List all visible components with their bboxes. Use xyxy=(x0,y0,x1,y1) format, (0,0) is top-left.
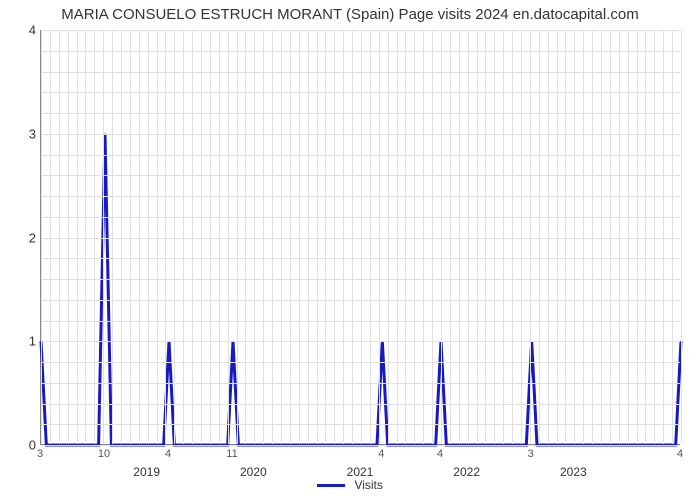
gridline-vertical-minor xyxy=(405,30,406,444)
gridline-vertical-minor xyxy=(388,30,389,444)
x-tick-label: 2023 xyxy=(560,465,587,479)
gridline-vertical-minor xyxy=(530,30,531,444)
gridline-vertical-minor xyxy=(157,30,158,444)
gridline-vertical-minor xyxy=(414,30,415,444)
gridline-vertical-minor xyxy=(130,30,131,444)
gridline-vertical-minor xyxy=(423,30,424,444)
gridline-vertical-minor xyxy=(379,30,380,444)
y-tick-label: 1 xyxy=(6,334,36,349)
gridline-vertical xyxy=(361,30,362,444)
gridline-vertical-minor xyxy=(601,30,602,444)
gridline-vertical-minor xyxy=(112,30,113,444)
gridline-vertical-minor xyxy=(663,30,664,444)
gridline-vertical-minor xyxy=(245,30,246,444)
value-label: 3 xyxy=(37,448,43,460)
gridline-vertical-minor xyxy=(237,30,238,444)
gridline-vertical-minor xyxy=(325,30,326,444)
gridline-vertical xyxy=(574,30,575,444)
y-tick-label: 0 xyxy=(6,438,36,453)
value-label: 11 xyxy=(226,448,237,460)
gridline-vertical-minor xyxy=(343,30,344,444)
gridline-vertical-minor xyxy=(192,30,193,444)
gridline-vertical-minor xyxy=(334,30,335,444)
gridline-vertical-minor xyxy=(637,30,638,444)
x-tick-label: 2019 xyxy=(133,465,160,479)
value-label: 4 xyxy=(437,448,443,460)
gridline-vertical-minor xyxy=(121,30,122,444)
gridline-vertical-minor xyxy=(539,30,540,444)
gridline-vertical-minor xyxy=(432,30,433,444)
gridline-vertical-minor xyxy=(263,30,264,444)
gridline-vertical-minor xyxy=(352,30,353,444)
gridline-horizontal xyxy=(41,445,680,446)
gridline-vertical-minor xyxy=(165,30,166,444)
gridline-vertical-minor xyxy=(672,30,673,444)
gridline-vertical-minor xyxy=(317,30,318,444)
value-label: 3 xyxy=(528,448,534,460)
value-label: 4 xyxy=(165,448,171,460)
gridline-vertical-minor xyxy=(219,30,220,444)
x-tick-label: 2022 xyxy=(453,465,480,479)
gridline-vertical-minor xyxy=(174,30,175,444)
gridline-vertical-minor xyxy=(272,30,273,444)
gridline-vertical-minor xyxy=(494,30,495,444)
legend: Visits xyxy=(0,478,700,492)
gridline-vertical-minor xyxy=(521,30,522,444)
gridline-vertical-minor xyxy=(290,30,291,444)
gridline-vertical-minor xyxy=(139,30,140,444)
chart-title: MARIA CONSUELO ESTRUCH MORANT (Spain) Pa… xyxy=(0,6,700,23)
gridline-vertical xyxy=(468,30,469,444)
gridline-vertical-minor xyxy=(557,30,558,444)
gridline-vertical-minor xyxy=(503,30,504,444)
gridline-vertical-minor xyxy=(592,30,593,444)
gridline-vertical-minor xyxy=(50,30,51,444)
gridline-vertical-minor xyxy=(308,30,309,444)
y-tick-label: 3 xyxy=(6,126,36,141)
y-tick-label: 4 xyxy=(6,23,36,38)
gridline-vertical-minor xyxy=(477,30,478,444)
gridline-vertical-minor xyxy=(299,30,300,444)
gridline-vertical xyxy=(681,30,682,444)
gridline-vertical xyxy=(41,30,42,444)
gridline-vertical-minor xyxy=(485,30,486,444)
gridline-vertical-minor xyxy=(201,30,202,444)
gridline-vertical-minor xyxy=(183,30,184,444)
value-label: 4 xyxy=(677,448,683,460)
gridline-vertical xyxy=(254,30,255,444)
gridline-vertical-minor xyxy=(654,30,655,444)
plot-area xyxy=(40,30,680,445)
gridline-vertical-minor xyxy=(565,30,566,444)
gridline-vertical-minor xyxy=(610,30,611,444)
gridline-vertical-minor xyxy=(59,30,60,444)
visits-chart: MARIA CONSUELO ESTRUCH MORANT (Spain) Pa… xyxy=(0,0,700,500)
gridline-vertical-minor xyxy=(85,30,86,444)
gridline-vertical-minor xyxy=(512,30,513,444)
gridline-vertical-minor xyxy=(281,30,282,444)
gridline-vertical-minor xyxy=(628,30,629,444)
gridline-vertical-minor xyxy=(619,30,620,444)
legend-swatch xyxy=(317,484,345,487)
gridline-vertical-minor xyxy=(459,30,460,444)
gridline-vertical-minor xyxy=(397,30,398,444)
gridline-vertical-minor xyxy=(103,30,104,444)
x-tick-label: 2020 xyxy=(240,465,267,479)
gridline-vertical-minor xyxy=(450,30,451,444)
gridline-vertical-minor xyxy=(77,30,78,444)
value-label: 10 xyxy=(98,448,110,460)
gridline-vertical xyxy=(148,30,149,444)
gridline-vertical-minor xyxy=(548,30,549,444)
value-label: 4 xyxy=(378,448,384,460)
y-tick-label: 2 xyxy=(6,230,36,245)
gridline-vertical-minor xyxy=(228,30,229,444)
gridline-vertical-minor xyxy=(94,30,95,444)
gridline-vertical-minor xyxy=(370,30,371,444)
gridline-vertical-minor xyxy=(645,30,646,444)
gridline-vertical-minor xyxy=(583,30,584,444)
gridline-vertical-minor xyxy=(441,30,442,444)
gridline-vertical-minor xyxy=(210,30,211,444)
gridline-vertical-minor xyxy=(68,30,69,444)
x-tick-label: 2021 xyxy=(347,465,374,479)
legend-label: Visits xyxy=(354,478,382,492)
